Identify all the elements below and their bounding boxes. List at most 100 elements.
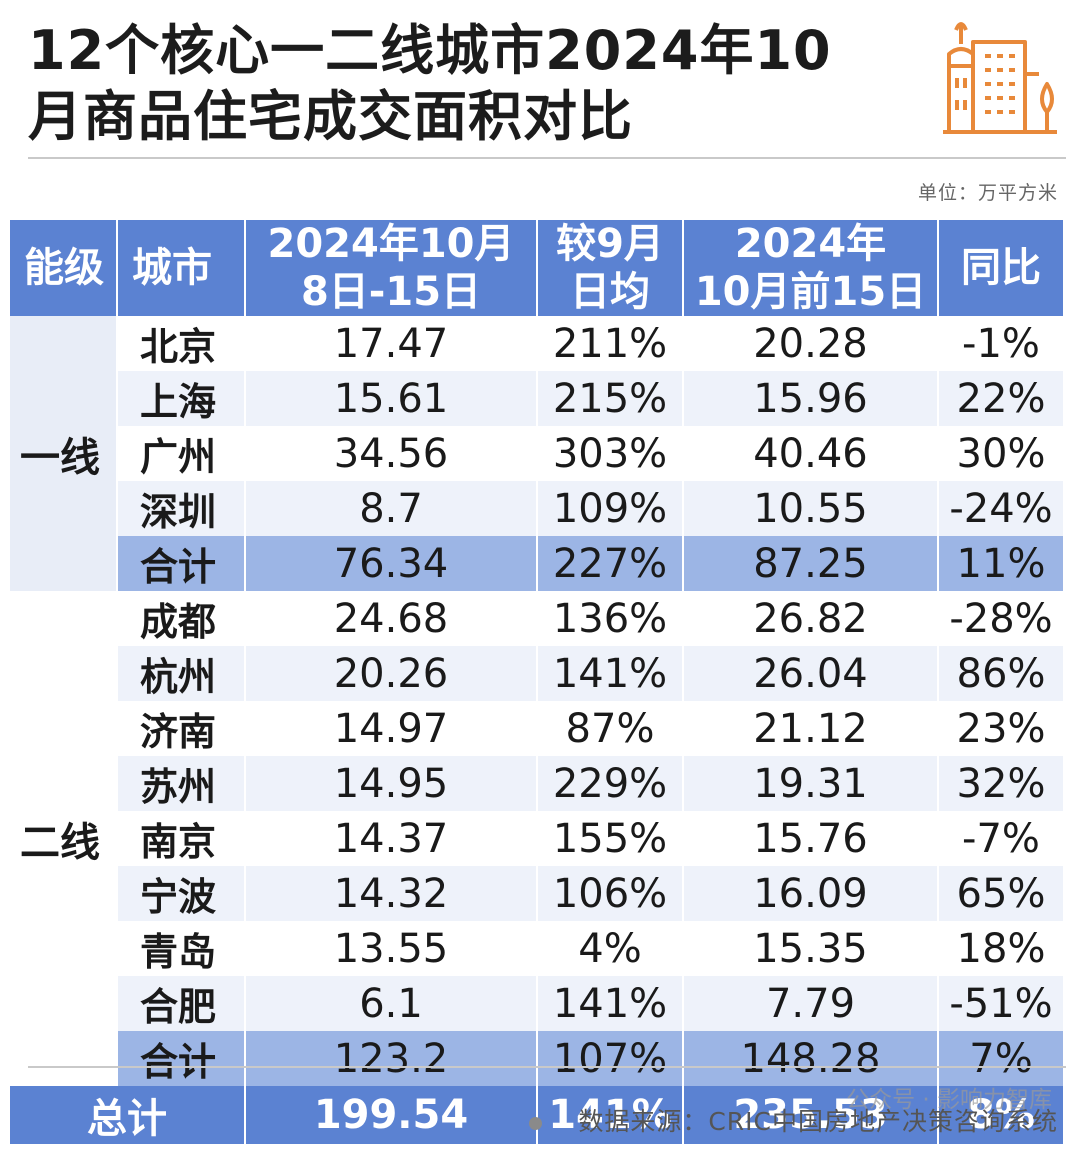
value-cell: 14.32 xyxy=(245,866,538,921)
vs-cell: 141% xyxy=(537,646,684,701)
sales-area-table: 能级 城市 2024年10月 8日-15日 较9月 日均 2024年 10月前15日 … xyxy=(10,220,1065,1144)
ytd-cell: 87.25 xyxy=(683,536,939,591)
page-title: 12个核心一二线城市2024年10 月商品住宅成交面积对比 xyxy=(28,18,888,150)
yoy-cell: -24% xyxy=(938,481,1065,536)
value-cell: 14.95 xyxy=(245,756,538,811)
city-buildings-icon xyxy=(943,22,1057,134)
city-cell: 成都 xyxy=(117,591,246,646)
table-row: 青岛 13.55 4% 15.35 18% xyxy=(10,921,1065,976)
table-row: 广州 34.56 303% 40.46 30% xyxy=(10,426,1065,481)
city-cell: 广州 xyxy=(117,426,246,481)
value-cell: 34.56 xyxy=(245,426,538,481)
ytd-cell: 19.31 xyxy=(683,756,939,811)
subtotal-row: 合计 76.34 227% 87.25 11% xyxy=(10,536,1065,591)
yoy-cell: -7% xyxy=(938,811,1065,866)
city-cell: 合计 xyxy=(117,536,246,591)
vs-cell: 106% xyxy=(537,866,684,921)
ytd-cell: 21.12 xyxy=(683,701,939,756)
value-cell: 20.26 xyxy=(245,646,538,701)
city-cell: 合肥 xyxy=(117,976,246,1031)
value-cell: 14.37 xyxy=(245,811,538,866)
vs-cell: 4% xyxy=(537,921,684,976)
table-row: 宁波 14.32 106% 16.09 65% xyxy=(10,866,1065,921)
city-cell: 宁波 xyxy=(117,866,246,921)
yoy-cell: 30% xyxy=(938,426,1065,481)
city-cell: 南京 xyxy=(117,811,246,866)
table-row: 杭州 20.26 141% 26.04 86% xyxy=(10,646,1065,701)
yoy-cell: 86% xyxy=(938,646,1065,701)
ytd-cell: 16.09 xyxy=(683,866,939,921)
header-yoy: 同比 xyxy=(938,220,1065,316)
city-cell: 上海 xyxy=(117,371,246,426)
table-header-row: 能级 城市 2024年10月 8日-15日 较9月 日均 2024年 10月前15日 … xyxy=(10,220,1065,316)
value-cell: 24.68 xyxy=(245,591,538,646)
yoy-cell: 7% xyxy=(938,1031,1065,1086)
yoy-cell: 23% xyxy=(938,701,1065,756)
value-cell: 14.97 xyxy=(245,701,538,756)
yoy-cell: 32% xyxy=(938,756,1065,811)
value-cell: 15.61 xyxy=(245,371,538,426)
vs-cell: 229% xyxy=(537,756,684,811)
header-city: 城市 xyxy=(117,220,246,316)
tier-label-second: 二线 xyxy=(10,591,118,1086)
header-first-15-days: 2024年 10月前15日 xyxy=(683,220,939,316)
table-row: 上海 15.61 215% 15.96 22% xyxy=(10,371,1065,426)
header-vs-september: 较9月 日均 xyxy=(537,220,684,316)
header-tier: 能级 xyxy=(10,220,118,316)
yoy-cell: 8% xyxy=(938,1086,1065,1144)
value-cell: 199.54 xyxy=(245,1086,538,1144)
vs-cell: 227% xyxy=(537,536,684,591)
source-note: 数据来源：CRIC中国房地产决策咨询系统 xyxy=(529,1102,1058,1138)
ytd-cell: 148.28 xyxy=(683,1031,939,1086)
table-row: 一线 北京 17.47 211% 20.28 -1% xyxy=(10,316,1065,591)
yoy-cell: -1% xyxy=(938,316,1065,371)
city-cell: 合计 xyxy=(117,1031,246,1086)
vs-cell: 87% xyxy=(537,701,684,756)
yoy-cell: 65% xyxy=(938,866,1065,921)
unit-label: 单位：万平方米 xyxy=(917,182,1058,204)
table-row: 南京 14.37 155% 15.76 -7% xyxy=(10,811,1065,866)
vs-cell: 303% xyxy=(537,426,684,481)
yoy-cell: 22% xyxy=(938,371,1065,426)
value-cell: 76.34 xyxy=(245,536,538,591)
ytd-cell: 15.76 xyxy=(683,811,939,866)
tier-label-first: 一线 xyxy=(10,316,118,591)
vs-cell: 136% xyxy=(537,591,684,646)
total-label: 总计 xyxy=(10,1086,246,1144)
table-row: 二线 成都 24.68 136% 26.82 -28% xyxy=(10,591,1065,1086)
vs-cell: 211% xyxy=(537,316,684,371)
table-row: 济南 14.97 87% 21.12 23% xyxy=(10,701,1065,756)
title-line-1: 12个核心一二线城市2024年10 xyxy=(28,19,832,82)
city-cell: 杭州 xyxy=(117,646,246,701)
ytd-cell: 26.04 xyxy=(683,646,939,701)
vs-cell: 215% xyxy=(537,371,684,426)
city-cell: 苏州 xyxy=(117,756,246,811)
yoy-cell: -28% xyxy=(938,591,1065,646)
source-text: 数据来源：CRIC中国房地产决策咨询系统 xyxy=(578,1107,1058,1136)
value-cell: 17.47 xyxy=(245,316,538,371)
footer-divider xyxy=(28,1066,1066,1068)
vs-cell: 141% xyxy=(537,976,684,1031)
table-row: 合肥 6.1 141% 7.79 -51% xyxy=(10,976,1065,1031)
value-cell: 8.7 xyxy=(245,481,538,536)
ytd-cell: 20.28 xyxy=(683,316,939,371)
city-cell: 青岛 xyxy=(117,921,246,976)
vs-cell: 141% xyxy=(537,1086,684,1144)
value-cell: 6.1 xyxy=(245,976,538,1031)
ytd-cell: 235.53 xyxy=(683,1086,939,1144)
ytd-cell: 7.79 xyxy=(683,976,939,1031)
city-cell: 深圳 xyxy=(117,481,246,536)
ytd-cell: 26.82 xyxy=(683,591,939,646)
city-cell: 北京 xyxy=(117,316,246,371)
table-row: 深圳 8.7 109% 10.55 -24% xyxy=(10,481,1065,536)
value-cell: 123.2 xyxy=(245,1031,538,1086)
ytd-cell: 40.46 xyxy=(683,426,939,481)
yoy-cell: -51% xyxy=(938,976,1065,1031)
ytd-cell: 15.35 xyxy=(683,921,939,976)
grand-total-row: 总计 199.54 141% 235.53 8% xyxy=(10,1086,1065,1144)
title-divider xyxy=(28,157,1066,159)
yoy-cell: 18% xyxy=(938,921,1065,976)
vs-cell: 109% xyxy=(537,481,684,536)
ytd-cell: 15.96 xyxy=(683,371,939,426)
city-cell: 济南 xyxy=(117,701,246,756)
